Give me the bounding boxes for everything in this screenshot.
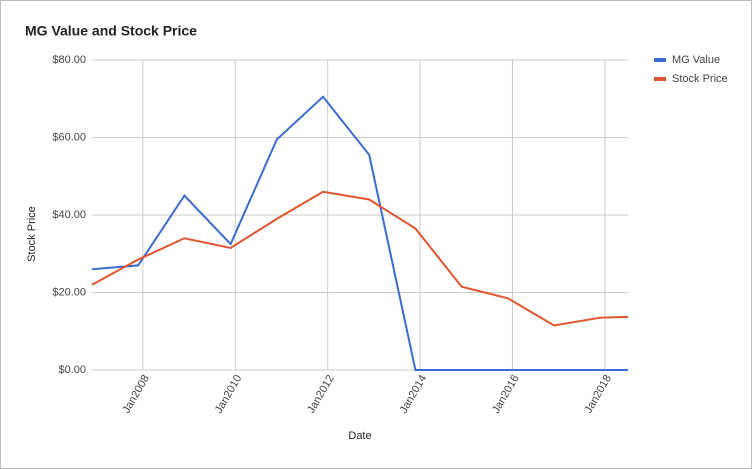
y-tick-label: $40.00	[52, 209, 86, 221]
x-axis-title: Date	[348, 430, 371, 442]
y-tick-label: $60.00	[52, 131, 86, 143]
y-axis-title: Stock Price	[26, 206, 38, 262]
series-line	[91, 190, 629, 327]
y-tick-label: $20.00	[52, 286, 86, 298]
y-tick-label: $0.00	[58, 364, 86, 376]
chart-title: MG Value and Stock Price	[25, 23, 197, 39]
series-line	[91, 95, 628, 371]
legend-label: MG Value	[672, 54, 720, 66]
legend-label: Stock Price	[672, 73, 728, 85]
y-tick-label: $80.00	[52, 54, 86, 66]
